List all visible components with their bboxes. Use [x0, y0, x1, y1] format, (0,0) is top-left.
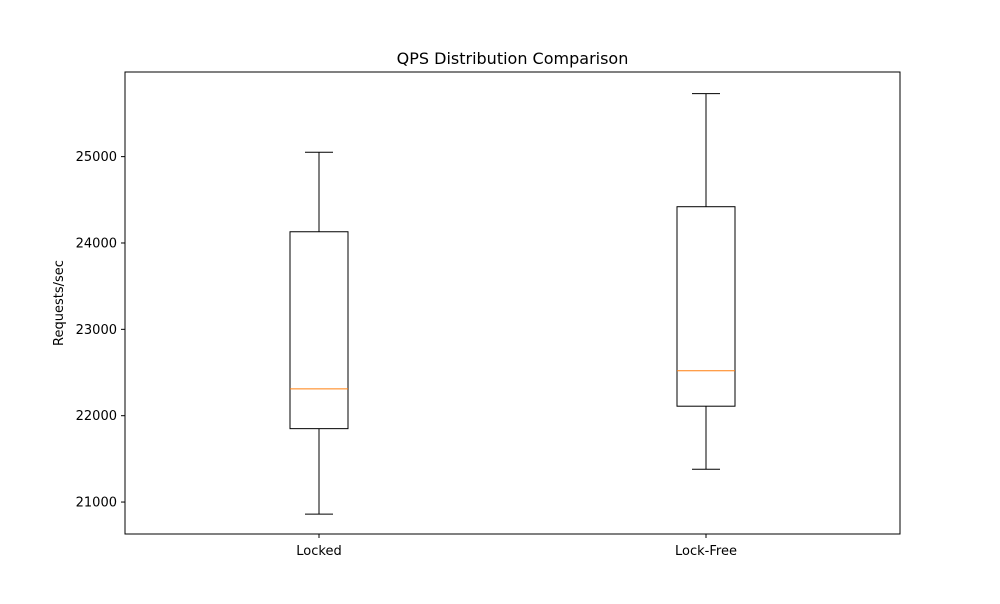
x-tick-label-2: Lock-Free — [675, 544, 737, 559]
y-tick-label-23000: 23000 — [76, 323, 117, 338]
plot-frame — [124, 71, 901, 535]
y-tick-label-21000: 21000 — [76, 496, 117, 511]
x-tick-label-1: Locked — [296, 544, 341, 559]
y-axis-label: Requests/sec — [52, 260, 67, 346]
box-1 — [289, 231, 349, 430]
y-tick-label-24000: 24000 — [76, 236, 117, 251]
y-tick-label-22000: 22000 — [76, 409, 117, 424]
chart-title: QPS Distribution Comparison — [397, 49, 629, 68]
plot-area: 21000 22000 23000 24000 25000 Locked Lock-Free — [76, 71, 901, 559]
y-tick-label-25000: 25000 — [76, 150, 117, 165]
box-2 — [676, 206, 736, 407]
